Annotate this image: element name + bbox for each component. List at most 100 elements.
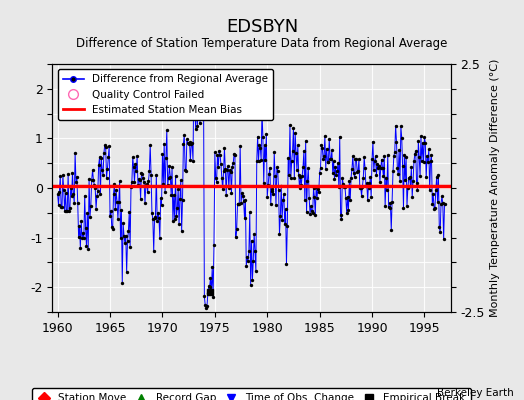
Point (81, 192, 89, 199)
Point (220, 145, 228, 152)
Point (90, 182, 99, 188)
Point (140, 179, 148, 185)
Point (226, 169, 235, 175)
Point (317, 142, 325, 148)
Point (84, 246, 92, 252)
Point (246, 209, 254, 216)
Point (251, 248, 259, 254)
Point (427, 158, 435, 164)
Point (155, 215, 163, 222)
Point (344, 206, 353, 213)
Point (259, 134, 267, 140)
Point (129, 164, 138, 171)
Point (262, 130, 270, 137)
Point (308, 208, 316, 215)
Point (178, 196, 187, 203)
Point (177, 177, 185, 183)
Point (417, 133, 425, 140)
Point (400, 151, 409, 158)
Point (119, 220, 127, 226)
Point (399, 205, 408, 211)
Point (385, 204, 394, 211)
Point (183, 136, 191, 142)
Point (71, 150, 79, 156)
Point (428, 200, 436, 207)
Point (189, 158, 197, 164)
Point (383, 186, 391, 193)
Point (173, 205, 181, 212)
Point (359, 174, 367, 181)
Point (319, 156, 328, 162)
Point (360, 154, 368, 161)
Point (73, 174, 81, 180)
Point (191, 97, 199, 104)
Point (345, 178, 354, 184)
Point (148, 210, 156, 216)
Point (365, 185, 374, 191)
Point (146, 142, 155, 148)
Point (188, 140, 196, 146)
Point (88, 176, 96, 183)
Point (204, 283, 213, 290)
Point (397, 123, 405, 130)
Point (414, 138, 422, 144)
Point (107, 224, 116, 230)
Point (176, 196, 184, 202)
Point (300, 147, 308, 154)
Legend: Station Move, Record Gap, Time of Obs. Change, Empirical Break: Station Move, Record Gap, Time of Obs. C… (32, 388, 471, 400)
Point (134, 182, 142, 188)
Point (186, 157, 194, 163)
Point (121, 240, 129, 246)
Point (81, 225, 90, 231)
Point (233, 201, 242, 207)
Point (102, 174, 111, 181)
Point (343, 210, 351, 217)
Point (249, 258, 257, 264)
Point (341, 184, 349, 190)
Point (424, 146, 433, 152)
Point (111, 206, 119, 212)
Point (97, 154, 105, 161)
Point (398, 134, 406, 141)
Point (429, 190, 438, 197)
Point (352, 156, 361, 162)
Point (156, 235, 164, 241)
Point (286, 122, 294, 128)
Point (118, 280, 126, 286)
Point (232, 234, 240, 240)
Point (402, 153, 410, 160)
Point (267, 186, 276, 192)
Point (193, 122, 202, 129)
Point (327, 156, 335, 162)
Point (115, 198, 123, 205)
Point (370, 158, 379, 164)
Point (76, 244, 84, 251)
Point (237, 200, 245, 206)
Point (228, 164, 236, 170)
Point (275, 187, 283, 193)
Text: EDSBYN: EDSBYN (226, 18, 298, 36)
Point (106, 213, 114, 219)
Point (94, 188, 102, 194)
Point (384, 152, 392, 158)
Point (250, 230, 258, 237)
Point (411, 148, 420, 154)
Point (306, 210, 314, 217)
Point (272, 164, 281, 170)
Point (185, 139, 194, 146)
Point (398, 163, 407, 170)
Point (287, 175, 295, 181)
Point (195, 85, 203, 92)
Point (122, 233, 130, 239)
Point (410, 158, 418, 164)
Point (375, 163, 383, 170)
Point (389, 168, 397, 175)
Text: Berkeley Earth: Berkeley Earth (437, 388, 514, 398)
Point (68, 170, 77, 176)
Point (424, 159, 432, 165)
Point (128, 179, 136, 185)
Point (116, 235, 125, 242)
Point (254, 133, 262, 140)
Point (190, 73, 198, 80)
Point (329, 170, 337, 176)
